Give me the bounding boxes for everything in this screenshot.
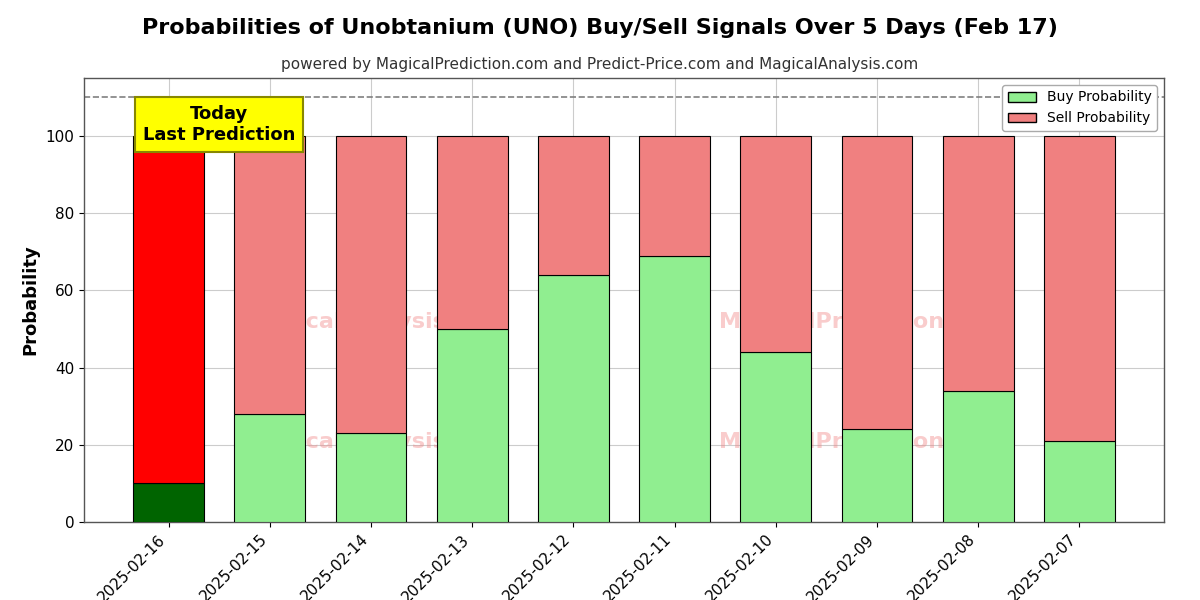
Bar — [640, 256, 710, 522]
Bar — [133, 136, 204, 484]
Text: powered by MagicalPrediction.com and Predict-Price.com and MagicalAnalysis.com: powered by MagicalPrediction.com and Pre… — [281, 57, 919, 72]
Bar — [234, 414, 305, 522]
Legend: Buy Probability, Sell Probability: Buy Probability, Sell Probability — [1002, 85, 1157, 131]
Bar — [437, 136, 508, 329]
Bar — [437, 329, 508, 522]
Bar — [943, 136, 1014, 391]
Bar — [234, 136, 305, 414]
Text: MagicalAnalysis.com: MagicalAnalysis.com — [245, 432, 506, 452]
Bar — [133, 484, 204, 522]
Text: MagicalAnalysis.com: MagicalAnalysis.com — [245, 312, 506, 332]
Bar — [336, 433, 407, 522]
Bar — [841, 136, 912, 430]
Bar — [538, 136, 608, 275]
Bar — [740, 136, 811, 352]
Bar — [538, 275, 608, 522]
Text: MagicalPrediction.com: MagicalPrediction.com — [719, 312, 1004, 332]
Bar — [336, 136, 407, 433]
Text: MagicalPrediction.com: MagicalPrediction.com — [719, 432, 1004, 452]
Bar — [841, 430, 912, 522]
Text: Today
Last Prediction: Today Last Prediction — [143, 105, 295, 144]
Bar — [1044, 136, 1115, 441]
Bar — [1044, 441, 1115, 522]
Bar — [943, 391, 1014, 522]
Bar — [640, 136, 710, 256]
Bar — [740, 352, 811, 522]
Text: Probabilities of Unobtanium (UNO) Buy/Sell Signals Over 5 Days (Feb 17): Probabilities of Unobtanium (UNO) Buy/Se… — [142, 18, 1058, 38]
Y-axis label: Probability: Probability — [22, 245, 40, 355]
